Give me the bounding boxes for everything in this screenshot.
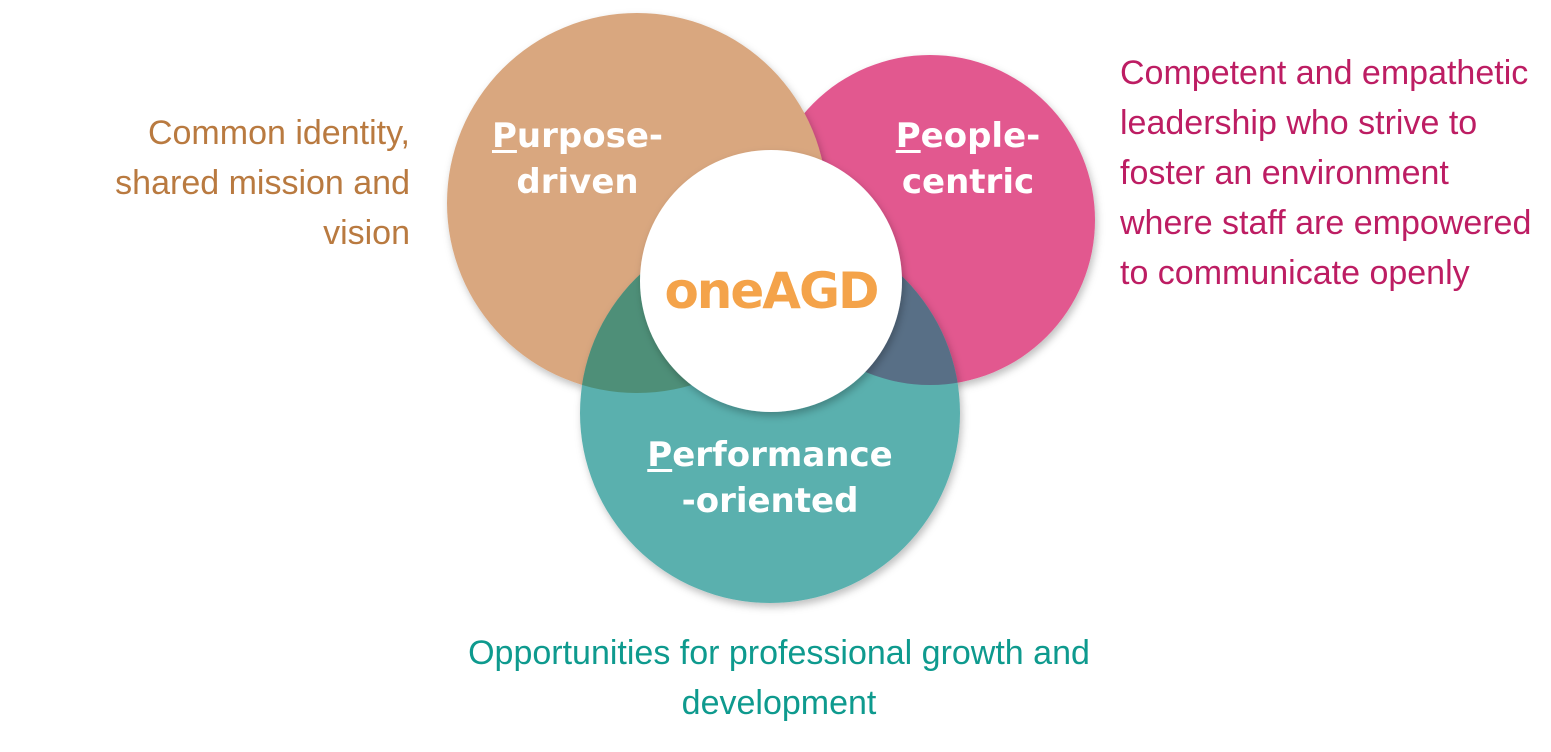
people-centric-label: People- centric [858, 113, 1078, 205]
purpose-initial: P [492, 116, 517, 156]
performance-oriented-label: Performance -oriented [610, 432, 930, 524]
performance-initial: P [647, 435, 673, 475]
performance-description: Opportunities for professional growth an… [468, 634, 1090, 722]
purpose-label-line1: urpose- [516, 116, 663, 156]
purpose-description: Common identity, shared mission and visi… [115, 114, 410, 252]
center-circle [640, 150, 902, 412]
people-label-line1: eople- [920, 116, 1041, 156]
performance-label-line1: erformance [672, 435, 893, 475]
performance-label-line2: -oriented [681, 481, 859, 521]
people-description: Competent and empathetic leadership who … [1120, 54, 1532, 292]
purpose-driven-label: Purpose- driven [450, 113, 705, 205]
oneagd-logo: oneAGD [664, 262, 879, 320]
people-initial: P [895, 116, 921, 156]
people-label-line2: centric [901, 162, 1035, 202]
purpose-label-line2: driven [516, 162, 639, 202]
